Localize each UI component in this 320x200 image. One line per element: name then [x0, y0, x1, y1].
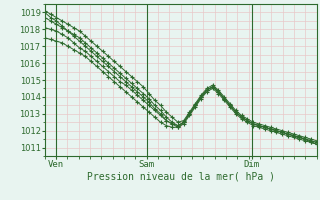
X-axis label: Pression niveau de la mer( hPa ): Pression niveau de la mer( hPa ) [87, 172, 275, 182]
